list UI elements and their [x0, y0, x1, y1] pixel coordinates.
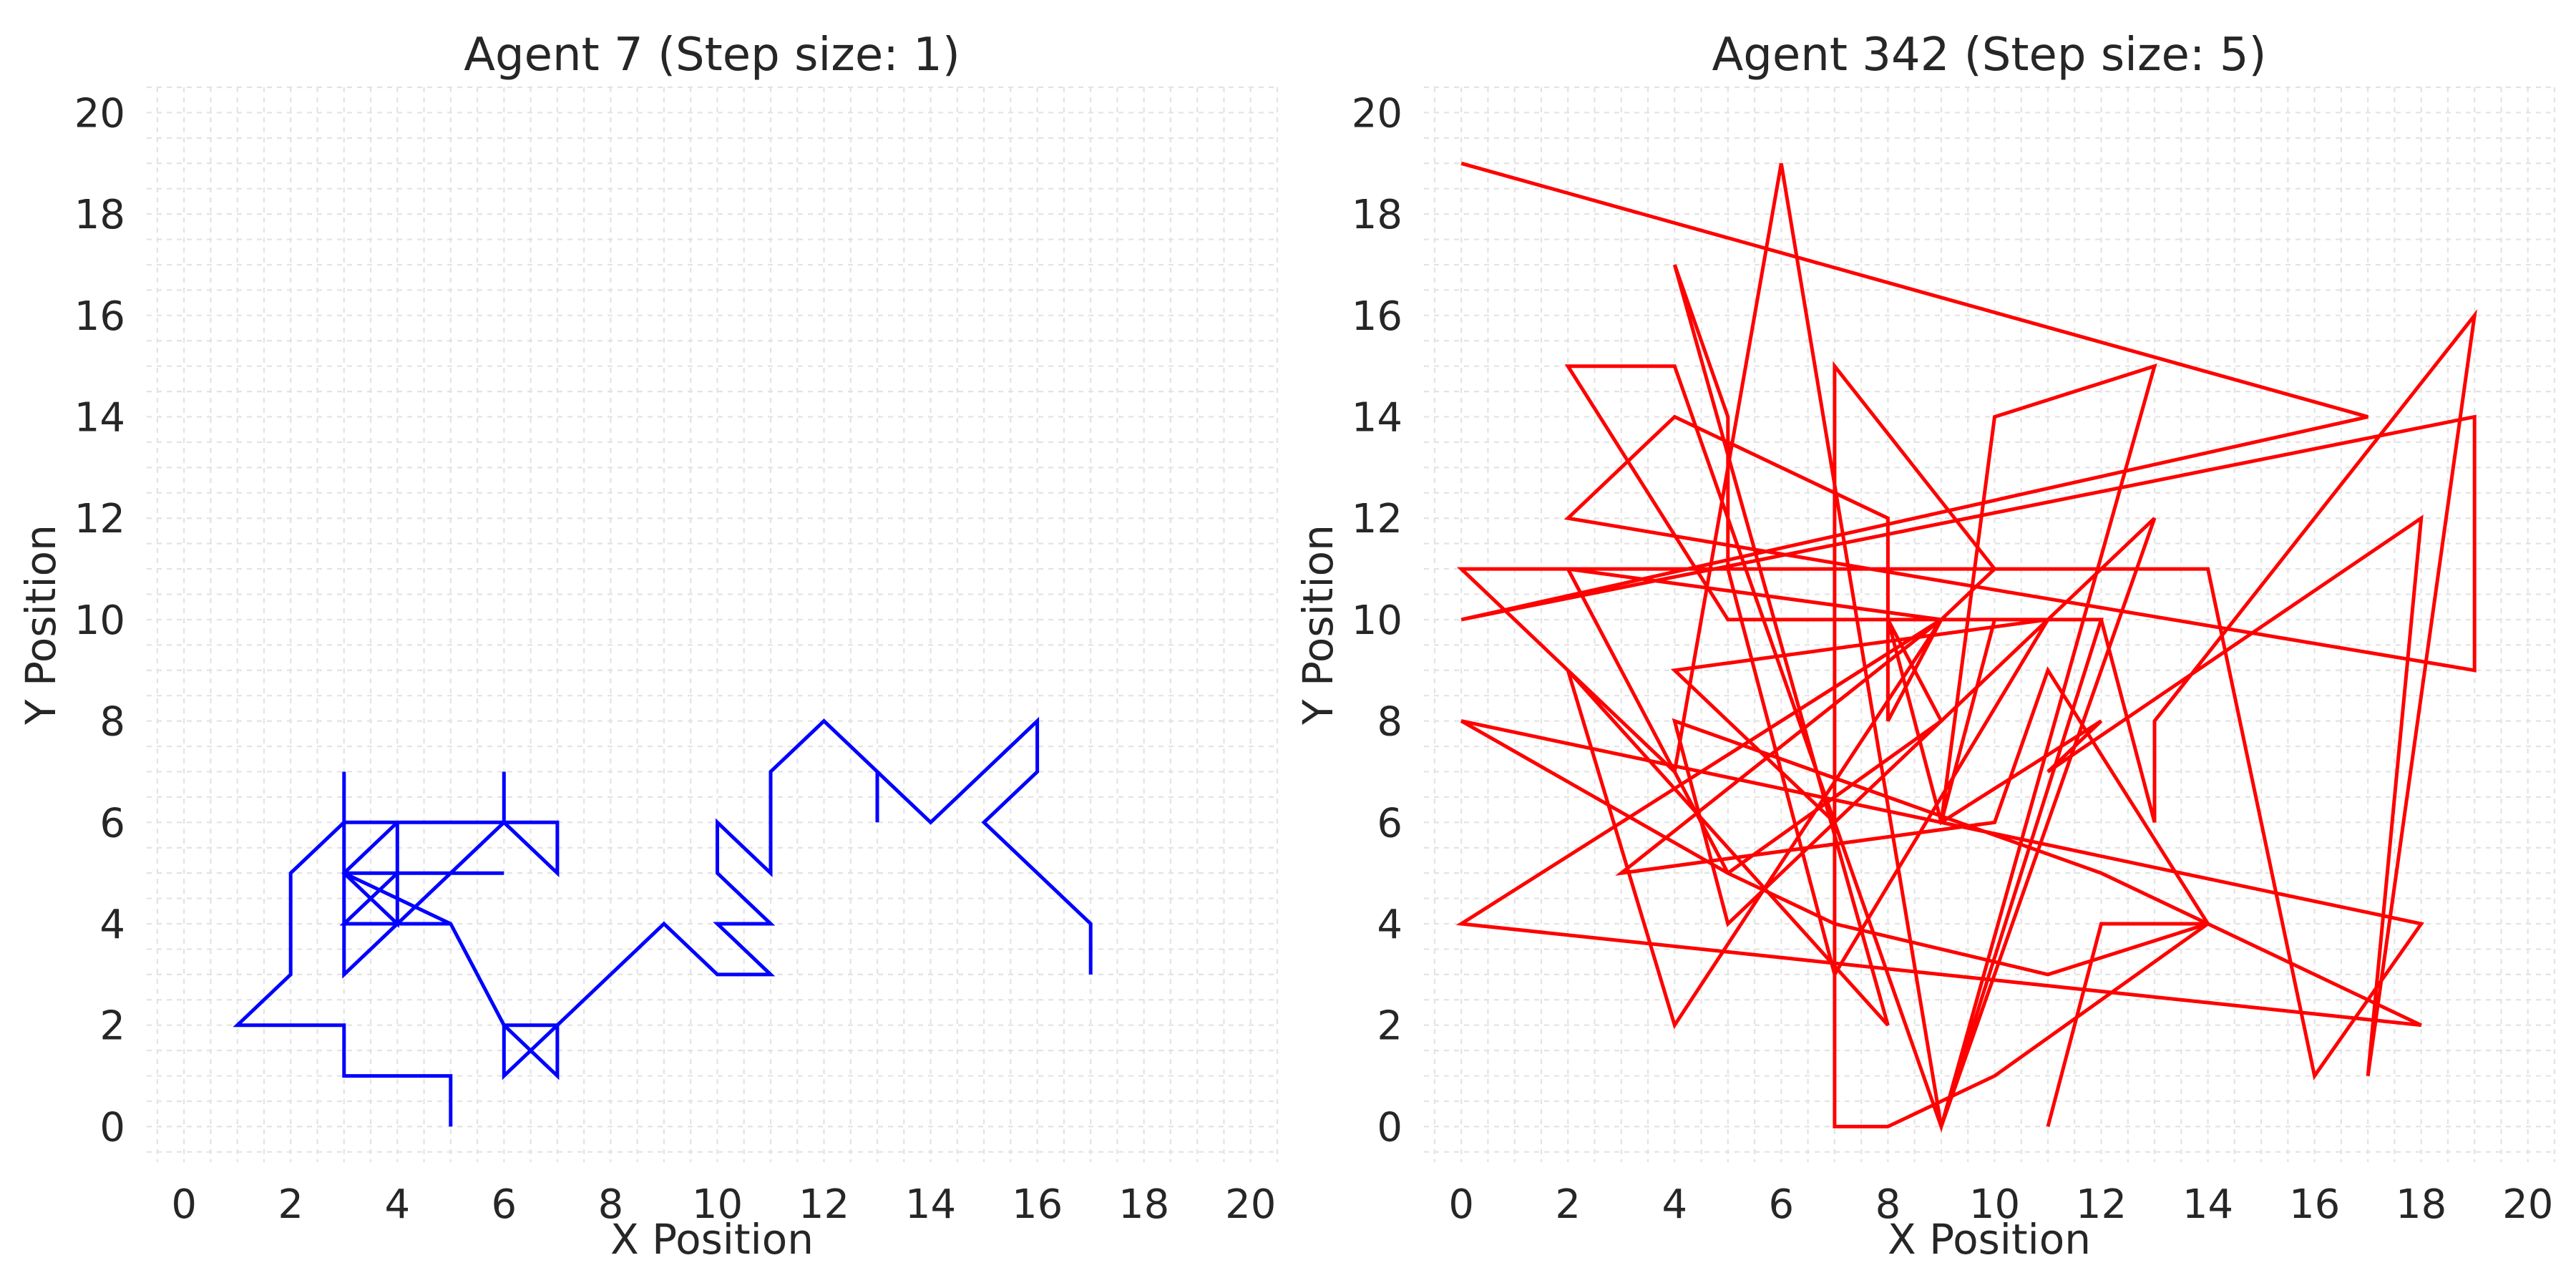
- y-tick-label: 10: [74, 597, 125, 644]
- x-tick-label: 4: [1662, 1181, 1687, 1228]
- x-tick-label: 6: [492, 1181, 517, 1228]
- x-tick-label: 4: [384, 1181, 410, 1228]
- x-tick-label: 12: [799, 1181, 849, 1228]
- x-tick-label: 20: [1225, 1181, 1276, 1228]
- y-tick-label: 18: [1352, 192, 1402, 238]
- y-tick-label: 2: [1377, 1003, 1402, 1050]
- grid: [147, 86, 1279, 1162]
- x-tick-label: 18: [1118, 1181, 1169, 1228]
- x-tick-label: 12: [2076, 1181, 2127, 1228]
- y-tick-label: 14: [74, 395, 125, 441]
- y-tick-label: 2: [99, 1003, 125, 1050]
- chart-title: Agent 342 (Step size: 5): [1712, 29, 2267, 82]
- x-tick-label: 16: [1012, 1181, 1063, 1228]
- y-tick-label: 0: [99, 1104, 125, 1151]
- x-tick-label: 0: [171, 1181, 197, 1228]
- plot-area: [1424, 87, 2555, 1162]
- y-axis-label: Y Position: [16, 525, 65, 726]
- x-tick-label: 10: [1969, 1181, 2020, 1228]
- y-tick-label: 6: [1377, 800, 1402, 847]
- plot-area: [147, 87, 1277, 1162]
- y-tick-label: 12: [1352, 496, 1402, 542]
- y-tick-label: 4: [1377, 902, 1402, 948]
- x-tick-label: 14: [905, 1181, 956, 1228]
- y-tick-label: 16: [1352, 293, 1402, 340]
- y-tick-label: 10: [1352, 597, 1402, 644]
- y-tick-label: 12: [74, 496, 125, 542]
- y-tick-label: 16: [74, 293, 125, 340]
- y-tick-label: 8: [1377, 699, 1402, 746]
- x-tick-label: 8: [598, 1181, 624, 1228]
- x-tick-label: 10: [692, 1181, 743, 1228]
- x-tick-label: 2: [278, 1181, 303, 1228]
- x-tick-label: 14: [2182, 1181, 2233, 1228]
- y-tick-label: 8: [99, 699, 125, 746]
- x-tick-label: 6: [1769, 1181, 1795, 1228]
- x-tick-label: 16: [2289, 1181, 2340, 1228]
- chart-title: Agent 7 (Step size: 1): [464, 29, 960, 82]
- x-tick-label: 2: [1555, 1181, 1581, 1228]
- series-line: [1455, 161, 2477, 1133]
- chart-panel-2: 0 2 4 6 8 10 12 14 16 18 20 0 2 4 6 8 10 12 14 16 18 20 Agent …: [1294, 29, 2556, 1264]
- x-tick-label: 8: [1875, 1181, 1901, 1228]
- y-axis-label: Y Position: [1294, 525, 1342, 726]
- chart-panel-1: 0 2 4 6 8 10 12 14 16 18 20 0 2 4 6 8 10 12 14 16 18 20 Agent …: [16, 29, 1279, 1264]
- y-tick-label: 6: [99, 800, 125, 847]
- y-tick-label: 14: [1352, 395, 1402, 441]
- y-tick-label: 20: [74, 90, 125, 137]
- y-tick-label: 0: [1377, 1104, 1402, 1151]
- grid: [1424, 86, 2556, 1162]
- x-axis-label: X Position: [1888, 1215, 2091, 1264]
- y-tick-label: 20: [1352, 90, 1402, 137]
- x-axis-label: X Position: [610, 1215, 814, 1264]
- x-tick-label: 20: [2502, 1181, 2553, 1228]
- x-tick-label: 18: [2396, 1181, 2446, 1228]
- x-tick-label: 0: [1448, 1181, 1474, 1228]
- y-tick-label: 4: [99, 902, 125, 948]
- series-line: [233, 716, 1093, 1127]
- y-tick-label: 18: [74, 192, 125, 238]
